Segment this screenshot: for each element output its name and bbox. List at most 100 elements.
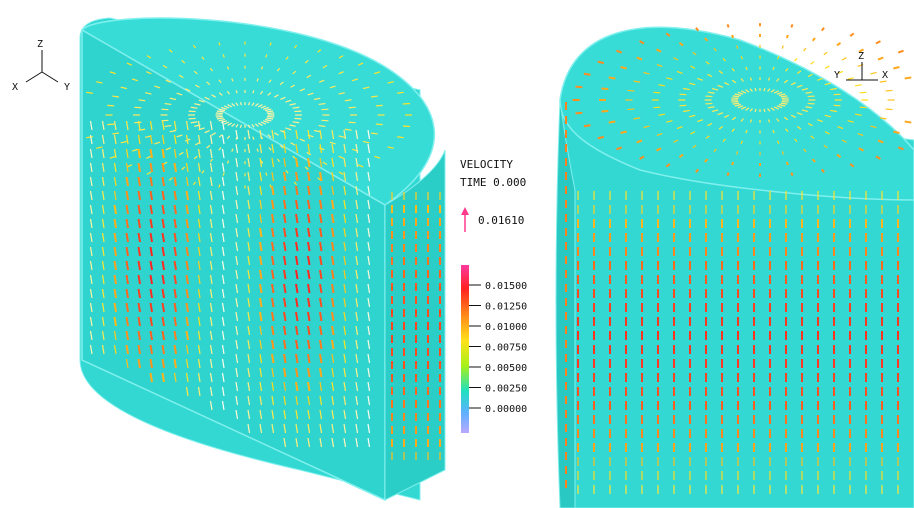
- velocity-vector: [824, 114, 831, 118]
- velocity-vector: [343, 269, 347, 280]
- velocity-vector: [295, 311, 299, 322]
- velocity-vector: [731, 161, 735, 166]
- velocity-vector: [259, 213, 263, 224]
- velocity-vector: [113, 134, 117, 145]
- velocity-vector: [295, 353, 299, 364]
- velocity-vector: [269, 42, 272, 46]
- velocity-vector: [265, 172, 268, 176]
- velocity-vector: [283, 171, 287, 182]
- velocity-vector: [259, 283, 263, 294]
- velocity-vector: [343, 129, 347, 140]
- velocity-vector: [190, 106, 198, 109]
- velocity-vector: [89, 274, 93, 285]
- velocity-vector: [137, 288, 141, 299]
- velocity-vector: [165, 79, 171, 83]
- velocity-vector: [319, 423, 323, 434]
- velocity-vector: [164, 124, 172, 128]
- velocity-vector: [355, 171, 359, 182]
- velocity-vector: [259, 269, 263, 280]
- right-cylinder: [555, 23, 914, 508]
- velocity-vector: [185, 344, 189, 355]
- velocity-vector: [367, 143, 371, 154]
- velocity-vector: [149, 358, 153, 369]
- legend-tick-labels: 0.01500 0.01250 0.01000 0.00750 0.00500 0.002…: [469, 281, 527, 415]
- velocity-vector: [331, 213, 335, 224]
- velocity-vector: [608, 76, 616, 80]
- velocity-vector: [235, 409, 239, 420]
- velocity-vector: [162, 64, 168, 69]
- velocity-vector: [260, 160, 264, 164]
- velocity-vector: [109, 71, 116, 75]
- velocity-vector: [801, 88, 809, 91]
- velocity-vector: [713, 47, 717, 52]
- velocity-vector: [274, 94, 279, 98]
- velocity-vector: [331, 227, 335, 238]
- velocity-vector: [222, 54, 225, 58]
- reference-vector: [461, 207, 469, 232]
- velocity-vector: [343, 311, 347, 322]
- velocity-vector: [319, 395, 323, 406]
- velocity-vector: [343, 325, 347, 336]
- velocity-vector: [731, 68, 735, 72]
- velocity-vector: [283, 283, 287, 294]
- velocity-vector: [101, 330, 105, 341]
- velocity-vector: [740, 78, 744, 82]
- velocity-vector: [319, 241, 323, 252]
- velocity-vector: [307, 171, 311, 182]
- velocity-vector: [125, 204, 129, 215]
- velocity-vector: [235, 325, 239, 336]
- velocity-vector: [331, 339, 335, 350]
- velocity-vector: [307, 409, 311, 420]
- velocity-vector: [247, 255, 251, 266]
- velocity-vector: [138, 99, 146, 102]
- velocity-vector: [137, 302, 141, 313]
- velocity-vector: [209, 232, 213, 243]
- velocity-vector: [283, 185, 287, 196]
- velocity-vector: [306, 151, 312, 156]
- velocity-vector: [209, 358, 213, 369]
- velocity-vector: [355, 129, 359, 140]
- velocity-vector: [857, 132, 864, 137]
- velocity-vector: [331, 311, 335, 322]
- velocity-vector: [247, 423, 251, 434]
- velocity-vector: [185, 358, 189, 369]
- velocity-vector: [329, 85, 336, 89]
- velocity-vector: [355, 339, 359, 350]
- velocity-vector: [295, 227, 299, 238]
- velocity-vector: [221, 190, 225, 201]
- velocity-vector: [355, 255, 359, 266]
- velocity-vector: [271, 241, 275, 252]
- velocity-vector: [113, 246, 117, 257]
- velocity-vector: [227, 122, 233, 126]
- velocity-vector: [131, 148, 138, 152]
- velocity-vector: [89, 316, 93, 327]
- velocity-vector: [185, 148, 189, 159]
- velocity-vector: [299, 88, 305, 92]
- velocity-vector: [221, 120, 225, 131]
- velocity-vector: [295, 199, 299, 210]
- velocity-vector: [643, 125, 650, 129]
- velocity-vector: [165, 147, 171, 151]
- velocity-vector: [247, 129, 251, 140]
- velocity-vector: [197, 190, 201, 201]
- velocity-vector: [307, 311, 311, 322]
- velocity-vector: [718, 70, 723, 74]
- velocity-vector: [711, 109, 719, 112]
- velocity-vector: [101, 316, 105, 327]
- velocity-vector: [387, 146, 394, 149]
- velocity-vector: [295, 185, 299, 196]
- velocity-vector: [251, 102, 255, 106]
- velocity-vector: [608, 120, 616, 124]
- velocity-vector: [113, 330, 117, 341]
- velocity-vector: [679, 104, 687, 107]
- velocity-vector: [137, 134, 141, 145]
- velocity-vector: [89, 204, 93, 215]
- velocity-vector: [259, 90, 264, 95]
- velocity-vector: [247, 311, 251, 322]
- velocity-vector: [89, 302, 93, 313]
- velocity-vector: [293, 44, 298, 49]
- velocity-vector: [367, 339, 371, 350]
- legend-tick-label: 0.00250: [485, 384, 527, 395]
- velocity-vector: [185, 190, 189, 201]
- velocity-vector: [259, 157, 263, 168]
